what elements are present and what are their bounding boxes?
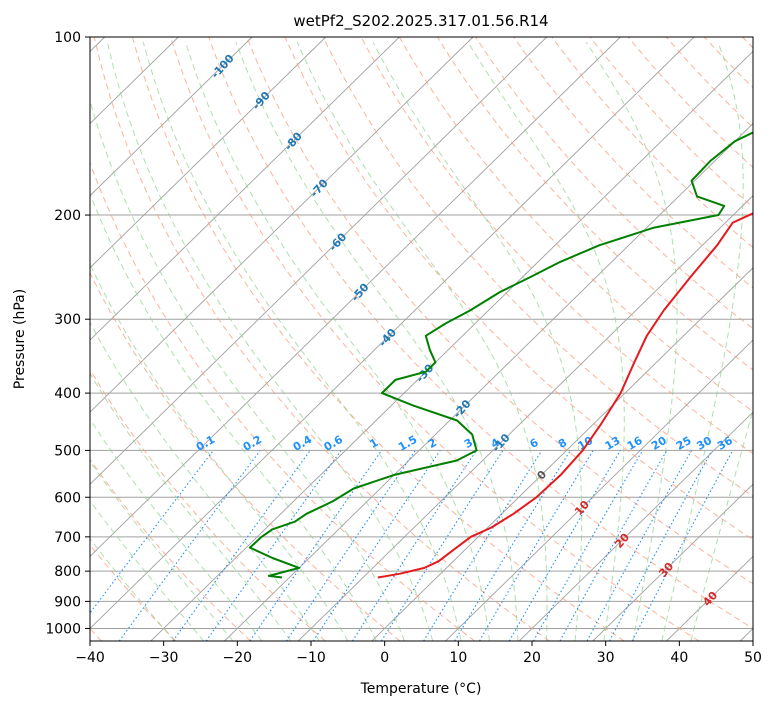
isotherm-line bbox=[371, 267, 753, 641]
y-tick-label: 500 bbox=[54, 443, 81, 459]
mixing-ratio-line bbox=[205, 450, 342, 641]
x-axis-label: Temperature (°C) bbox=[360, 681, 482, 697]
y-tick-label: 300 bbox=[54, 312, 81, 328]
mixing-ratio-line bbox=[533, 450, 644, 641]
mixing-ratio-line bbox=[352, 450, 477, 641]
x-tick-label: −30 bbox=[149, 650, 179, 666]
mixing-ratio-line bbox=[586, 450, 692, 641]
mixing-ratio-line bbox=[631, 450, 734, 641]
dry-adiabat-line bbox=[398, 37, 753, 413]
temperature-line bbox=[377, 212, 753, 579]
isotherm-line bbox=[297, 195, 753, 641]
dry-adiabat-line bbox=[284, 37, 753, 541]
mixing-ratio-line bbox=[312, 450, 441, 641]
x-tick-label: −20 bbox=[223, 650, 253, 666]
moist-adiabat-line bbox=[372, 41, 583, 641]
dewpoint-line bbox=[248, 131, 753, 579]
mixing-ratio-line bbox=[559, 450, 668, 641]
y-tick-label: 800 bbox=[54, 564, 81, 580]
isotherm-line bbox=[90, 37, 474, 413]
dry-adiabat-line bbox=[90, 368, 326, 641]
dry-adiabat-line bbox=[132, 37, 625, 641]
moist-adiabat-line bbox=[90, 500, 205, 641]
dry-adiabat-line bbox=[90, 271, 401, 641]
dry-adiabat-line bbox=[360, 37, 753, 455]
mixing-ratio-label: 8 bbox=[556, 436, 569, 451]
dry-adiabat-line bbox=[475, 37, 753, 330]
isotherm-line bbox=[150, 50, 753, 641]
plot-frame bbox=[89, 36, 754, 642]
isotherm-line bbox=[90, 37, 327, 269]
dry-adiabat-line bbox=[513, 37, 753, 289]
mixing-ratio-label: 2 bbox=[426, 436, 439, 451]
moist-adiabat-line bbox=[90, 321, 320, 641]
mixing-ratio-line bbox=[249, 450, 383, 641]
chart-title: wetPf2_S202.2025.317.01.56.R14 bbox=[293, 12, 548, 31]
mixing-ratio-line bbox=[479, 450, 594, 641]
moist-adiabat-line bbox=[90, 372, 292, 641]
moist-adiabat-line bbox=[185, 41, 490, 641]
moist-adiabat-line bbox=[90, 192, 377, 641]
isotherm-line bbox=[90, 37, 400, 341]
dry-adiabat-line bbox=[90, 161, 476, 641]
x-tick-label: 30 bbox=[597, 650, 615, 666]
mixing-ratio-line bbox=[380, 450, 504, 641]
dry-adiabat-line bbox=[90, 458, 252, 641]
isotherm-line bbox=[90, 37, 621, 557]
dry-adiabat-line bbox=[93, 37, 550, 641]
moist-adiabat-line bbox=[296, 41, 548, 641]
x-tick-label: 0 bbox=[380, 650, 389, 666]
y-tick-label: 1000 bbox=[45, 621, 81, 637]
mixing-ratio-line bbox=[454, 450, 571, 641]
x-tick-label: 10 bbox=[449, 650, 467, 666]
mixing-ratio-line bbox=[508, 450, 621, 641]
dry-adiabat-line bbox=[322, 37, 753, 497]
isotherm-line bbox=[224, 122, 753, 641]
dry-adiabat-line bbox=[627, 37, 753, 169]
mixing-ratio-line bbox=[118, 450, 261, 641]
isotherm-line bbox=[592, 483, 753, 641]
x-tick-label: 50 bbox=[744, 650, 762, 666]
mixing-ratio-line bbox=[172, 450, 311, 641]
mixing-ratio-line bbox=[423, 450, 543, 641]
x-tick-label: 40 bbox=[670, 650, 688, 666]
dry-adiabat-line bbox=[742, 37, 753, 49]
dry-adiabat-line bbox=[208, 37, 753, 630]
dry-adiabat-line bbox=[437, 37, 753, 371]
dry-adiabat-line bbox=[170, 37, 700, 641]
moist-adiabat-line bbox=[661, 41, 744, 641]
isotherm-line bbox=[90, 37, 548, 485]
y-tick-label: 200 bbox=[54, 208, 81, 224]
dry-adiabat-line bbox=[551, 37, 753, 249]
moist-adiabat-line bbox=[142, 41, 462, 641]
moist-adiabat-line bbox=[467, 41, 625, 641]
y-tick-label: 900 bbox=[54, 594, 81, 610]
y-tick-label: 600 bbox=[54, 490, 81, 506]
y-tick-label: 100 bbox=[54, 30, 81, 46]
x-tick-label: −40 bbox=[75, 650, 105, 666]
dry-adiabat-line bbox=[246, 37, 753, 585]
moist-adiabat-line bbox=[90, 418, 263, 641]
moist-adiabat-line bbox=[585, 41, 678, 641]
x-tick-label: 20 bbox=[523, 650, 541, 666]
moist-adiabat-line bbox=[235, 41, 519, 641]
y-tick-label: 700 bbox=[54, 530, 81, 546]
isotherm-line bbox=[518, 411, 753, 641]
y-axis-label: Pressure (hPa) bbox=[12, 289, 28, 389]
mixing-ratio-line bbox=[90, 450, 214, 614]
isotherm-line bbox=[90, 37, 253, 197]
x-tick-label: −10 bbox=[296, 650, 326, 666]
moist-adiabat-line bbox=[690, 408, 753, 641]
y-tick-label: 400 bbox=[54, 386, 81, 402]
moist-adiabat-line bbox=[90, 263, 349, 641]
isotherm-line bbox=[739, 627, 753, 641]
moist-adiabat-line bbox=[90, 98, 405, 641]
isotherm-line bbox=[445, 339, 753, 641]
isotherm-line bbox=[90, 37, 695, 630]
